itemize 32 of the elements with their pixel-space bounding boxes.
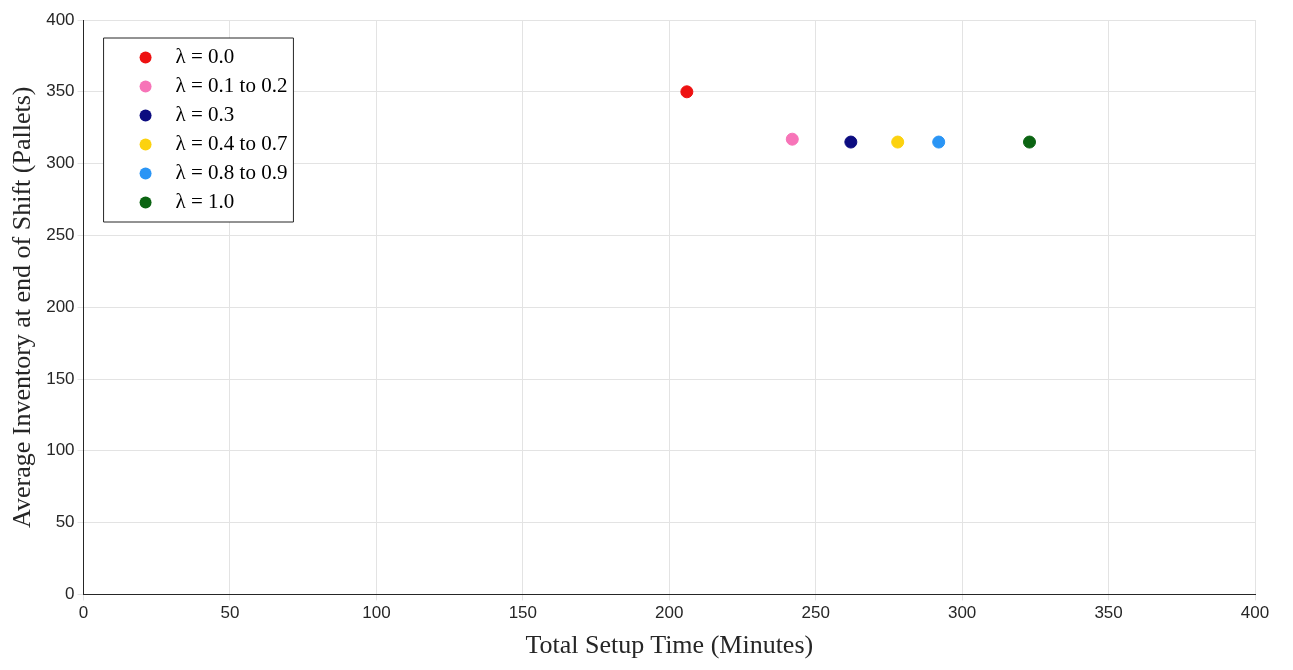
x-tick-label: 0 (78, 603, 89, 623)
legend-label: λ = 0.3 (175, 102, 235, 127)
x-tick-label: 50 (220, 603, 240, 623)
point (1023, 135, 1036, 149)
legend-label: λ = 1.0 (175, 189, 235, 214)
point (844, 135, 858, 149)
y-tick-label: 200 (46, 296, 75, 316)
x-tick-label: 300 (947, 603, 977, 623)
legend-label: λ = 0.0 (175, 44, 235, 69)
y-tick-label: 50 (55, 512, 75, 532)
point (785, 132, 799, 146)
y-tick-label: 0 (65, 584, 75, 604)
y-tick-label: 300 (46, 153, 75, 173)
point (680, 85, 694, 99)
point (932, 135, 946, 149)
x-tick-label: 350 (1094, 603, 1123, 623)
y-tick-label: 400 (46, 9, 75, 29)
y-tick-label: 150 (46, 368, 75, 388)
legend-label: λ = 0.1 to 0.2 (175, 73, 288, 98)
x-tick-label: 150 (508, 603, 538, 623)
y-tick-label: 250 (46, 225, 75, 245)
point (891, 135, 905, 149)
x-tick-label: 200 (655, 603, 684, 623)
legend-label: λ = 0.8 to 0.9 (175, 160, 288, 185)
x-tick-label: 250 (801, 603, 830, 623)
y-axis-title: Average Inventory at end of Shift (Pallets) (7, 86, 37, 528)
x-tick-label: 100 (362, 603, 391, 623)
x-tick-label: 400 (1240, 603, 1270, 623)
x-axis-title: Total Setup Time (Minutes) (525, 630, 814, 660)
legend-label: λ = 0.4 to 0.7 (175, 131, 288, 156)
y-tick-label: 350 (46, 81, 75, 101)
y-tick-label: 100 (46, 440, 75, 460)
